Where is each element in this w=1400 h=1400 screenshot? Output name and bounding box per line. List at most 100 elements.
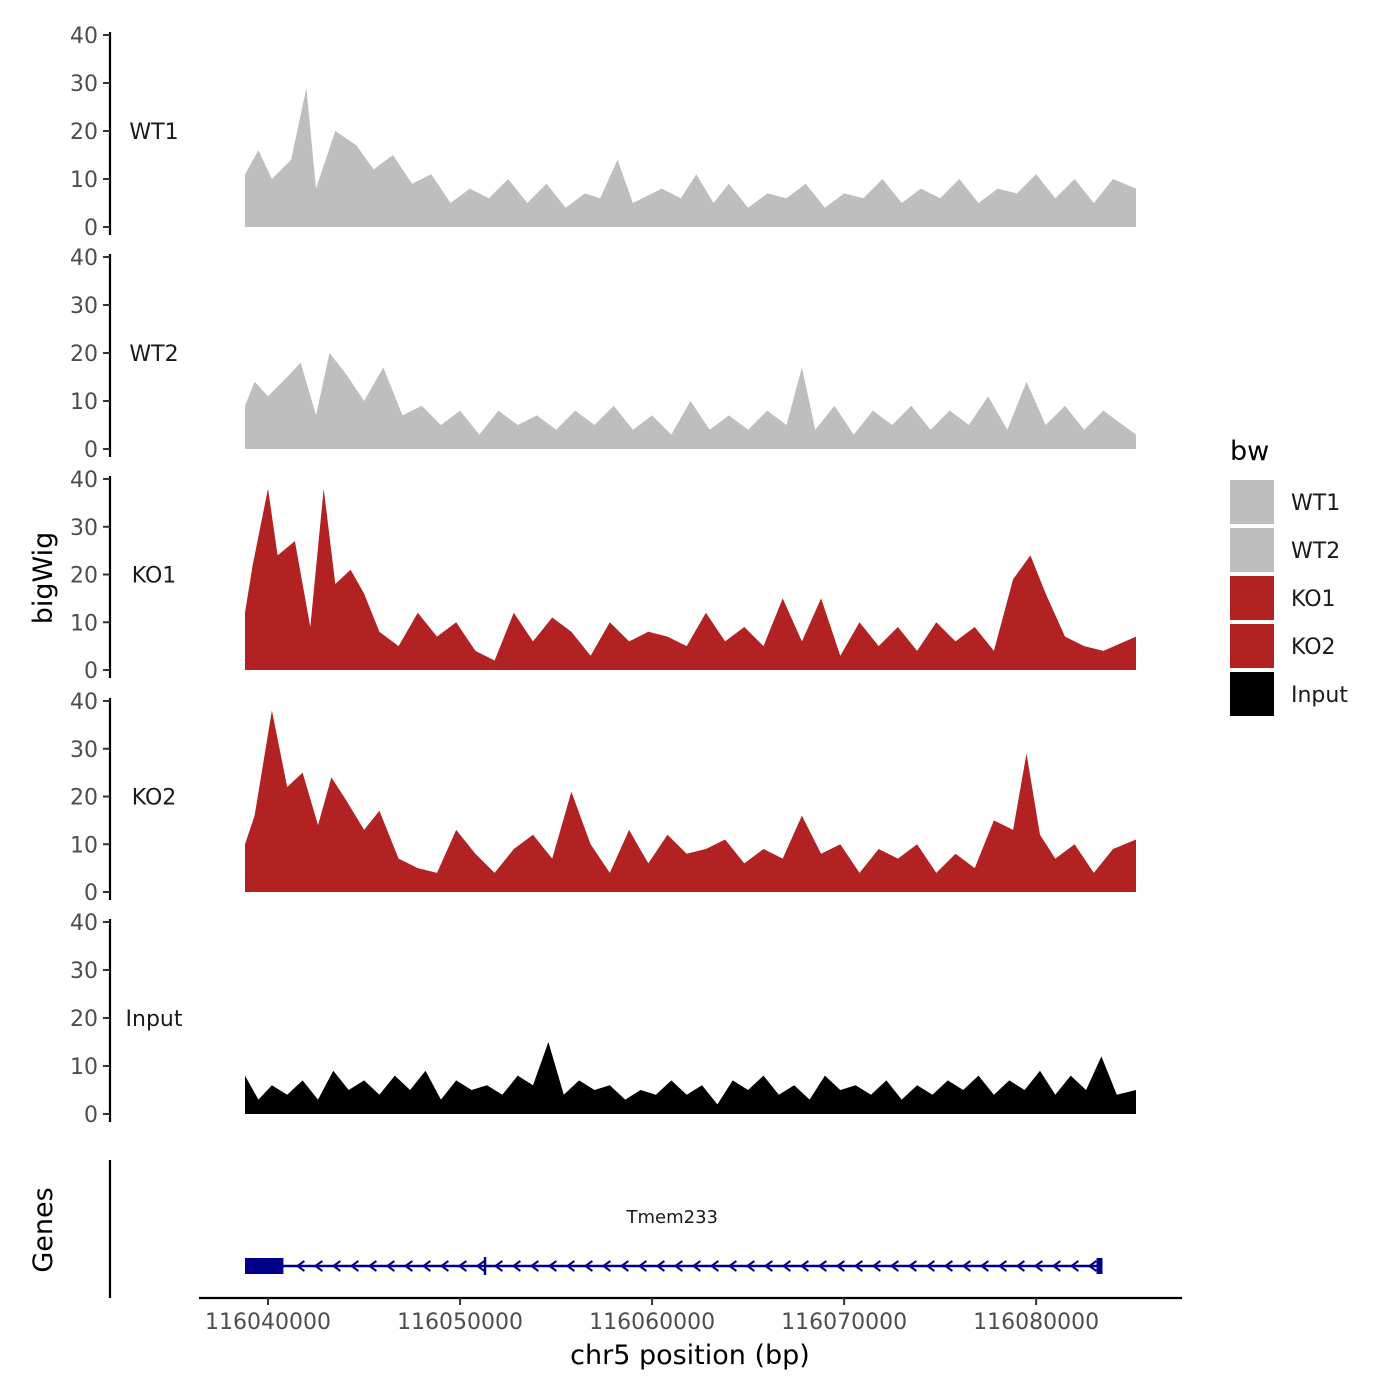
y-tick-label: 20 [70,786,98,811]
x-tick-label: 116080000 [973,1310,1099,1335]
y-tick-label: 0 [84,438,98,463]
strand-arrow [1051,1260,1061,1272]
strand-arrow [511,1260,521,1272]
strand-arrow [997,1260,1007,1272]
track-label: WT2 [129,342,178,367]
track-ko1: 0 10 20 30 40 KO1 [70,468,1136,684]
strand-arrow [565,1260,575,1272]
legend-label: WT1 [1291,491,1340,516]
y-tick-label: 10 [70,611,98,636]
strand-arrow [403,1260,413,1272]
area-wt1 [245,87,1136,227]
y-tick-label: 30 [70,738,98,763]
y-tick-label: 40 [70,690,98,715]
strand-arrow [1069,1260,1079,1272]
strand-arrow [745,1260,755,1272]
strand-arrow [691,1260,701,1272]
legend-key-wt1 [1230,480,1274,524]
y-tick-label: 30 [70,72,98,97]
y-tick-label: 0 [84,659,98,684]
strand-arrow [385,1260,395,1272]
y-tick-label: 10 [70,833,98,858]
strand-arrow [979,1260,989,1272]
strand-arrow [655,1260,665,1272]
y-tick-label: 40 [70,246,98,271]
y-tick-label: 20 [70,564,98,589]
y-tick-label: 20 [70,120,98,145]
legend-label: Input [1291,683,1348,708]
strand-arrow [799,1260,809,1272]
y-tick-label: 0 [84,881,98,906]
strand-arrow [583,1260,593,1272]
strand-arrow [1015,1260,1025,1272]
strand-arrow [493,1260,503,1272]
legend-key-ko2 [1230,624,1274,668]
strand-arrow [295,1260,305,1272]
area-ko2 [245,710,1136,892]
track-input: 0 10 20 30 40 Input [70,911,1136,1128]
strand-arrow [835,1260,845,1272]
area-wt2 [245,353,1136,449]
x-tick-label: 116050000 [397,1310,523,1335]
y-tick-label: 10 [70,390,98,415]
y-tick-label: 40 [70,911,98,936]
strand-arrow [907,1260,917,1272]
y-tick-label: 30 [70,516,98,541]
strand-arrow [871,1260,881,1272]
strand-arrow [1087,1260,1097,1272]
y-tick-label: 20 [70,1007,98,1032]
y-tick-label: 0 [84,1103,98,1128]
strand-arrow [763,1260,773,1272]
y-tick-label: 40 [70,468,98,493]
strand-arrow [709,1260,719,1272]
strand-arrow [889,1260,899,1272]
x-tick-label: 116060000 [589,1310,715,1335]
y-tick-label: 10 [70,168,98,193]
track-ko2: 0 10 20 30 40 KO2 [70,690,1136,906]
strand-arrow [619,1260,629,1272]
x-axis-title: chr5 position (bp) [570,1340,810,1371]
genes-axis-title: Genes [28,1187,59,1272]
track-wt2: 0 10 20 30 40 WT2 [70,246,1136,463]
track-wt1: 0 10 20 30 40 WT1 [70,24,1136,241]
legend-label: KO1 [1291,587,1336,612]
y-tick-label: 0 [84,216,98,241]
legend-key-ko1 [1230,576,1274,620]
gene-end-block [1096,1258,1103,1274]
strand-arrow [853,1260,863,1272]
strand-arrow [637,1260,647,1272]
x-tick-label: 116040000 [205,1310,331,1335]
strand-arrows [295,1260,1097,1272]
strand-arrow [349,1260,359,1272]
strand-arrow [367,1260,377,1272]
gene-panel: Tmem233 [108,1160,1103,1298]
strand-arrow [331,1260,341,1272]
strand-arrow [547,1260,557,1272]
track-label: KO1 [132,564,177,589]
strand-arrow [529,1260,539,1272]
strand-arrow [457,1260,467,1272]
track-label: WT1 [129,120,178,145]
strand-arrow [961,1260,971,1272]
gene-label: Tmem233 [626,1207,719,1228]
gene-thick-block [245,1258,284,1274]
legend-label: WT2 [1291,539,1340,564]
strand-arrow [1033,1260,1043,1272]
strand-arrow [925,1260,935,1272]
strand-arrow [601,1260,611,1272]
legend: bw WT1 WT2 KO1 KO2 Input [1230,436,1348,716]
track-label: Input [126,1007,183,1032]
legend-label: KO2 [1291,635,1336,660]
area-input [245,1042,1136,1114]
strand-arrow [943,1260,953,1272]
strand-arrow [817,1260,827,1272]
strand-arrow [475,1260,485,1272]
strand-arrow [421,1260,431,1272]
legend-key-wt2 [1230,528,1274,572]
legend-key-input [1230,672,1274,716]
x-axis: 116040000 116050000 116060000 116070000 1160… [199,1296,1182,1335]
strand-arrow [313,1260,323,1272]
track-label: KO2 [132,786,177,811]
y-tick-label: 40 [70,24,98,49]
